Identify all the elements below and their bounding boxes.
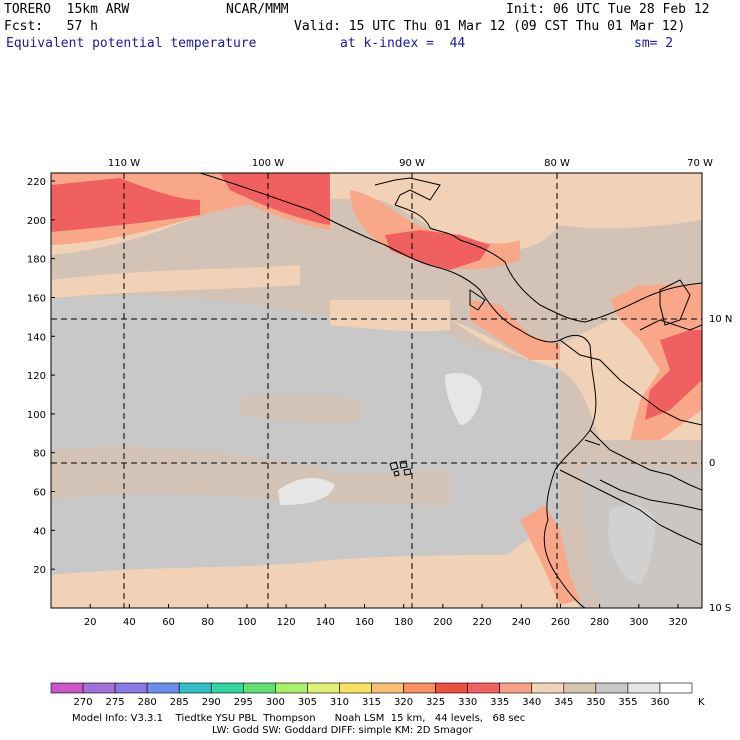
map-frame xyxy=(50,172,703,609)
x-tick-label: 180 xyxy=(394,617,413,628)
y-tick-label: 60 xyxy=(33,488,46,499)
lat-label: 10 S xyxy=(709,603,731,614)
lon-label: 80 W xyxy=(544,158,570,169)
colorbar-label: 340 xyxy=(522,697,541,708)
lat-labels: 10 N 0 10 S xyxy=(709,314,732,614)
level-label: at k-index = 44 xyxy=(340,36,466,51)
colorbar-swatch xyxy=(50,682,84,694)
colorbar-swatch xyxy=(595,682,629,694)
x-tick-label: 40 xyxy=(123,617,136,628)
colorbar-swatch xyxy=(210,682,244,694)
x-grid-ticks: 20 40 60 80 100 120 140 160 180 200 220 240 260 280 30… xyxy=(84,604,688,628)
colorbar-label: 330 xyxy=(458,697,477,708)
x-tick-label: 280 xyxy=(590,617,609,628)
colorbar-label: 295 xyxy=(234,697,253,708)
colorbar-label: 270 xyxy=(74,697,93,708)
lon-label: 100 W xyxy=(252,158,284,169)
colorbar-swatch xyxy=(563,682,597,694)
colorbar-swatch xyxy=(531,682,565,694)
colorbar-label: 320 xyxy=(394,697,413,708)
y-tick-label: 100 xyxy=(27,410,46,421)
y-tick-label: 120 xyxy=(27,371,46,382)
lon-label: 90 W xyxy=(399,158,425,169)
y-tick-label: 180 xyxy=(27,255,46,266)
colorbar-swatch xyxy=(467,682,500,694)
x-tick-label: 240 xyxy=(512,617,531,628)
theta-e-field xyxy=(51,173,702,608)
colorbar-label: 355 xyxy=(618,697,637,708)
colorbar-swatch xyxy=(659,682,693,694)
model-title: TORERO 15km ARW xyxy=(4,2,130,17)
colorbar-swatch xyxy=(243,682,276,694)
init-time: Init: 06 UTC Tue 28 Feb 12 xyxy=(506,2,710,17)
coastlines xyxy=(199,173,702,608)
colorbar-swatch xyxy=(307,682,340,694)
colorbar-swatch xyxy=(114,682,148,694)
colorbar-label: 285 xyxy=(170,697,189,708)
colorbar-label: 280 xyxy=(138,697,157,708)
y-tick-label: 40 xyxy=(33,526,46,537)
colorbar-label: 360 xyxy=(650,697,669,708)
colorbar-label: 345 xyxy=(554,697,573,708)
colorbar-swatch xyxy=(82,682,116,694)
colorbar-label: 325 xyxy=(426,697,445,708)
lat-label: 0 xyxy=(709,458,715,469)
smoothing-label: sm= 2 xyxy=(634,36,674,51)
x-tick-label: 120 xyxy=(277,617,296,628)
x-tick-label: 220 xyxy=(473,617,492,628)
x-tick-label: 320 xyxy=(668,617,687,628)
forecast-hour: Fcst: 57 h xyxy=(4,19,98,34)
colorbar-swatch xyxy=(275,682,308,694)
colorbar-swatch xyxy=(403,682,436,694)
y-tick-label: 160 xyxy=(27,293,46,304)
x-tick-label: 80 xyxy=(201,617,214,628)
x-tick-label: 200 xyxy=(433,617,452,628)
colorbar-swatch xyxy=(339,682,372,694)
y-grid-ticks: 220 200 180 160 140 120 100 80 60 40 20 xyxy=(27,177,55,576)
colorbar-labels: 270 275 280 285 290 295 300 305 310 315 320 325 330 3… xyxy=(74,697,670,708)
colorbar-swatch xyxy=(435,682,468,694)
colorbar-unit: K xyxy=(698,697,705,708)
lon-labels: 110 W 100 W 90 W 80 W 70 W xyxy=(108,158,713,169)
lon-label: 110 W xyxy=(108,158,140,169)
colorbar xyxy=(50,682,693,694)
colorbar-swatch xyxy=(146,682,180,694)
colorbar-label: 300 xyxy=(266,697,285,708)
x-tick-label: 260 xyxy=(551,617,570,628)
y-tick-label: 200 xyxy=(27,216,46,227)
x-tick-label: 100 xyxy=(237,617,256,628)
x-tick-label: 20 xyxy=(84,617,97,628)
x-tick-label: 140 xyxy=(316,617,335,628)
colorbar-swatch xyxy=(499,682,533,694)
colorbar-label: 350 xyxy=(586,697,605,708)
colorbar-swatch xyxy=(178,682,212,694)
colorbar-label: 310 xyxy=(330,697,349,708)
colorbar-label: 305 xyxy=(298,697,317,708)
colorbar-label: 275 xyxy=(106,697,125,708)
colorbar-label: 315 xyxy=(362,697,381,708)
colorbar-swatch xyxy=(627,682,661,694)
y-tick-label: 140 xyxy=(27,332,46,343)
institution-label: NCAR/MMM xyxy=(226,2,289,17)
latlon-grid xyxy=(51,173,702,608)
colorbar-label: 290 xyxy=(202,697,221,708)
lon-label: 70 W xyxy=(687,158,713,169)
field-name: Equivalent potential temperature xyxy=(6,36,257,51)
colorbar-swatch xyxy=(371,682,404,694)
valid-time: Valid: 15 UTC Thu 01 Mar 12 (09 CST Thu … xyxy=(294,19,686,34)
x-tick-label: 300 xyxy=(629,617,648,628)
y-tick-label: 20 xyxy=(33,565,46,576)
physics-info: LW: Godd SW: Goddard DIFF: simple KM: 2D… xyxy=(212,725,473,736)
y-tick-label: 220 xyxy=(27,177,46,188)
colorbar-label: 335 xyxy=(490,697,509,708)
model-info: Model Info: V3.3.1 Tiedtke YSU PBL Thomp… xyxy=(72,713,526,724)
y-tick-label: 80 xyxy=(33,449,46,460)
x-tick-label: 160 xyxy=(355,617,374,628)
lat-label: 10 N xyxy=(709,314,732,325)
x-tick-label: 60 xyxy=(162,617,175,628)
